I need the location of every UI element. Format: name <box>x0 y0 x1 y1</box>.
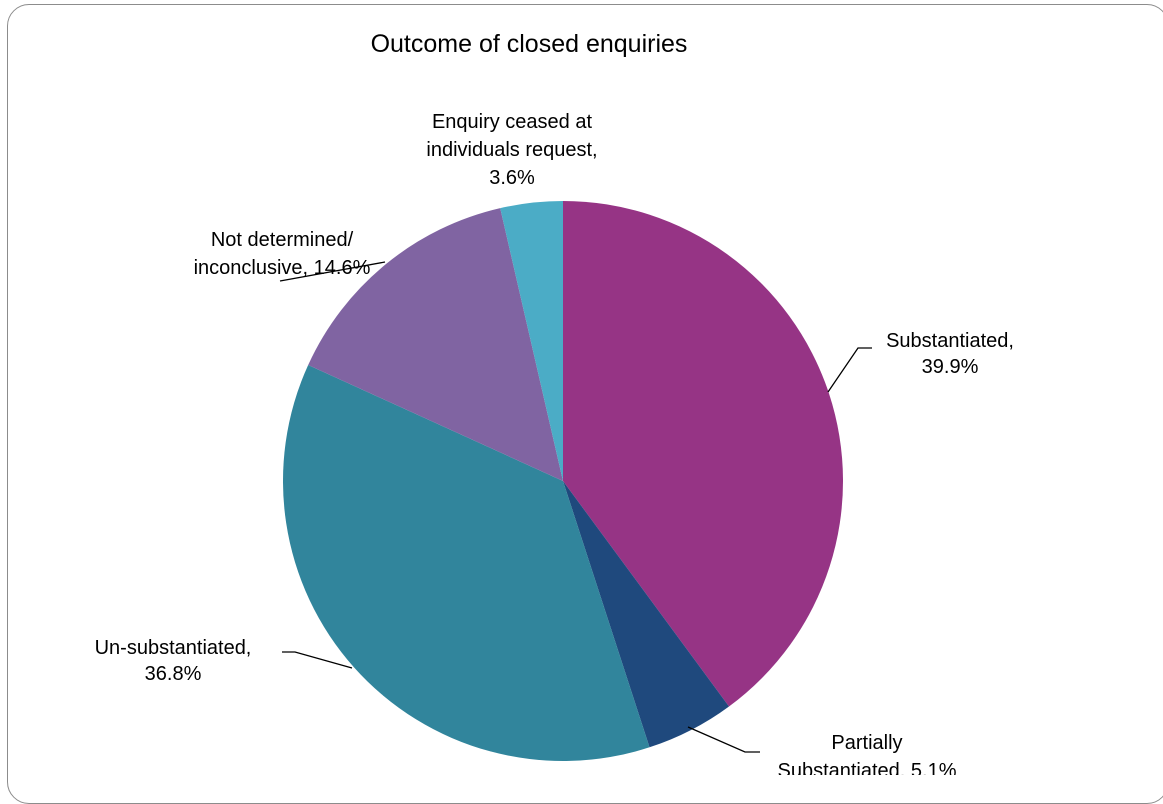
chart-title: Outcome of closed enquiries <box>370 30 688 58</box>
label-partially-substantiated: Partially Substantiated, 5.1% <box>777 732 956 775</box>
label-not-determined: Not determined/inconclusive, 14.6% <box>194 229 371 279</box>
label-substantiated-line: Substantiated, <box>886 330 1014 352</box>
leader-partially-substantiated <box>687 726 760 753</box>
leader-un-substantiated <box>282 651 353 669</box>
label-partially-substantiated-line: Partially <box>831 732 902 754</box>
pie-slice-substantiated <box>563 200 844 707</box>
pie-chart: Substantiated, 39.9% Partially Substantiate… <box>95 111 1014 775</box>
label-not-determined-line: Not determined/ <box>211 229 354 251</box>
pie-slice-not-determined-inconclusive <box>308 208 563 481</box>
label-un-substantiated-line: 36.8% <box>145 663 202 685</box>
label-un-substantiated-line: Un-substantiated, <box>95 637 252 659</box>
label-un-substantiated: Un-substantiated, 36.8% <box>95 637 252 685</box>
label-substantiated: Substantiated, 39.9% <box>886 330 1014 378</box>
label-partially-substantiated-line: Substantiated, 5.1% <box>777 760 956 775</box>
leader-substantiated <box>827 347 872 393</box>
label-enquiry-ceased-line: Enquiry ceased at <box>432 111 593 133</box>
pie-slice-enquiry-ceased-at-individuals-request <box>500 201 563 481</box>
label-substantiated-line: 39.9% <box>922 356 979 378</box>
label-enquiry-ceased-line: 3.6% <box>489 167 535 189</box>
label-enquiry-ceased-line: individuals request, <box>426 139 597 161</box>
label-enquiry-ceased: Enquiry ceased at individuals request, 3.6… <box>426 111 597 189</box>
pie-slice-partially-substantiated <box>563 481 729 748</box>
leader-not-determined <box>279 261 386 282</box>
label-not-determined-line: inconclusive, 14.6% <box>194 257 371 279</box>
pie-slice-un-substantiated <box>282 364 650 762</box>
